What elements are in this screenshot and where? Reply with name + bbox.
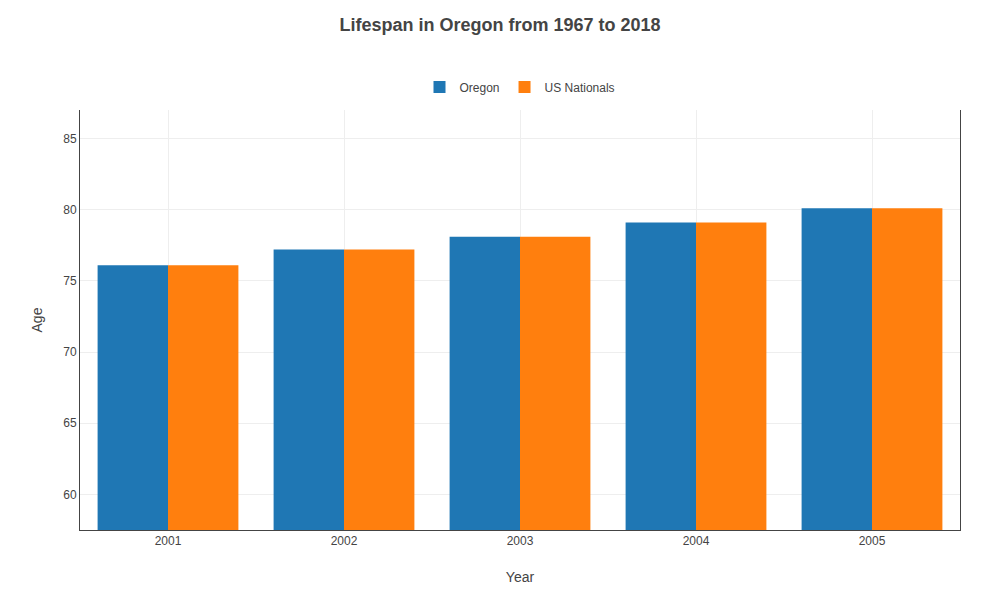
svg-text:65: 65 (63, 416, 77, 430)
svg-text:70: 70 (63, 345, 77, 359)
svg-text:Oregon: Oregon (460, 81, 500, 95)
svg-text:80: 80 (63, 203, 77, 217)
svg-text:Age: Age (29, 307, 45, 332)
svg-text:2003: 2003 (507, 534, 534, 548)
svg-text:2004: 2004 (683, 534, 710, 548)
svg-text:2002: 2002 (331, 534, 358, 548)
svg-text:2005: 2005 (859, 534, 886, 548)
svg-text:60: 60 (63, 488, 77, 502)
svg-text:US Nationals: US Nationals (545, 81, 615, 95)
svg-text:Year: Year (506, 569, 535, 585)
svg-text:75: 75 (63, 274, 77, 288)
svg-text:85: 85 (63, 132, 77, 146)
svg-text:Lifespan in Oregon from 1967 t: Lifespan in Oregon from 1967 to 2018 (339, 15, 660, 35)
svg-text:2001: 2001 (155, 534, 182, 548)
